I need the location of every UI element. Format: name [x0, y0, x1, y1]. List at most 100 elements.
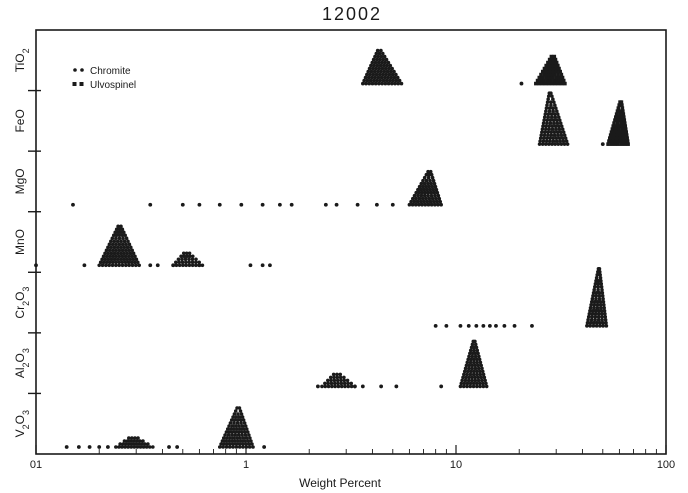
chromite-point [241, 427, 246, 431]
ulvospinel-point [620, 124, 625, 128]
chromite-point [480, 369, 485, 374]
chromite-point [595, 300, 600, 304]
chromite-point [599, 285, 604, 289]
chromite-point [129, 260, 134, 265]
chromite-point [331, 372, 336, 377]
chromite-point [424, 172, 429, 177]
chromite-point [136, 436, 140, 440]
chromite-point [131, 439, 136, 443]
chromite-point [242, 439, 247, 443]
chromite-point [599, 309, 604, 313]
ulvospinel-point [611, 136, 616, 140]
ulvospinel-point [544, 69, 549, 74]
chromite-point [428, 169, 433, 174]
chromite-point [386, 81, 391, 86]
row-label-al2o3: Al2O3 [13, 348, 31, 378]
chromite-point [548, 139, 552, 143]
chromite-point [346, 384, 351, 389]
chromite-point [467, 354, 471, 359]
chromite-point [120, 254, 125, 259]
chromite-point [551, 109, 555, 113]
chromite-point [247, 442, 251, 446]
chromite-point [349, 381, 354, 386]
chromite-point [335, 378, 340, 383]
chromite-point [194, 260, 198, 265]
chromite-point [396, 81, 401, 86]
chromite-point [426, 193, 430, 198]
chromite-point [594, 324, 599, 328]
chromite-point [538, 136, 543, 140]
chromite-point [200, 263, 205, 268]
ulvospinel-point [547, 69, 552, 74]
chromite-point [465, 384, 469, 389]
chromite-point [428, 199, 433, 204]
chromite-point [424, 178, 429, 183]
chromite-point [114, 445, 118, 449]
ulvospinel-point [542, 66, 547, 71]
chromite-point [349, 384, 354, 389]
chromite-point [425, 199, 430, 204]
ulvospinel-point [614, 136, 619, 140]
ulvospinel-point [537, 75, 542, 80]
chromite-point [600, 142, 605, 147]
chromite-point [109, 251, 114, 256]
chromite-point [591, 291, 596, 295]
chromite-point [373, 54, 377, 59]
chromite-point [64, 445, 69, 449]
chromite-point [34, 263, 38, 268]
chromite-point [411, 196, 415, 201]
legend-label-chromite: Chromite [90, 66, 131, 77]
ulvospinel-point [539, 72, 543, 77]
chromite-point [182, 254, 186, 259]
chromite-point [100, 263, 105, 268]
chromite-point [394, 72, 398, 77]
chromite-point [383, 75, 387, 80]
chromite-point [476, 366, 481, 371]
chromite-point [371, 72, 376, 77]
chromite-point [544, 139, 549, 143]
chromite-point [103, 257, 108, 262]
chromite-point [326, 381, 330, 386]
chromite-point [235, 421, 240, 425]
chromite-point [598, 300, 603, 304]
chromite-point [434, 196, 438, 201]
chromite-point [430, 175, 435, 180]
chromite-point [369, 69, 374, 74]
chromite-point [339, 384, 344, 389]
chromite-point [470, 342, 475, 347]
ulvospinel-point [613, 118, 617, 122]
ulvospinel-point [549, 54, 554, 59]
chromite-point [103, 251, 107, 256]
chromite-point [430, 196, 435, 201]
ulvospinel-point [539, 78, 543, 83]
chromite-point [112, 257, 117, 262]
chromite-point [469, 345, 474, 350]
chromite-point [471, 369, 476, 374]
chromite-point [376, 54, 380, 59]
chromite-point [115, 257, 120, 262]
chromite-point [235, 427, 240, 431]
row-label-subscript: 3 [21, 410, 31, 415]
chromite-point [394, 384, 399, 389]
chromite-point [338, 375, 343, 380]
chromite-point [560, 127, 565, 131]
chromite-point [236, 430, 241, 434]
chromite-point [414, 190, 418, 195]
chromite-point [117, 263, 122, 268]
chromite-point [115, 251, 120, 256]
chromite-point [242, 421, 247, 425]
chromite-point [108, 254, 112, 259]
chromite-point [236, 433, 241, 437]
chromite-point [597, 291, 602, 295]
chromite-point [390, 81, 394, 86]
chromite-point [466, 323, 471, 328]
chromite-point [478, 384, 482, 389]
chromite-point [429, 193, 434, 198]
chromite-point [129, 445, 134, 449]
row-label-mno: MnO [13, 229, 27, 255]
chromite-point [243, 433, 248, 437]
row-label-cr2o3: Cr2O3 [13, 287, 31, 319]
chromite-point [131, 257, 136, 262]
chromite-point [109, 245, 114, 250]
